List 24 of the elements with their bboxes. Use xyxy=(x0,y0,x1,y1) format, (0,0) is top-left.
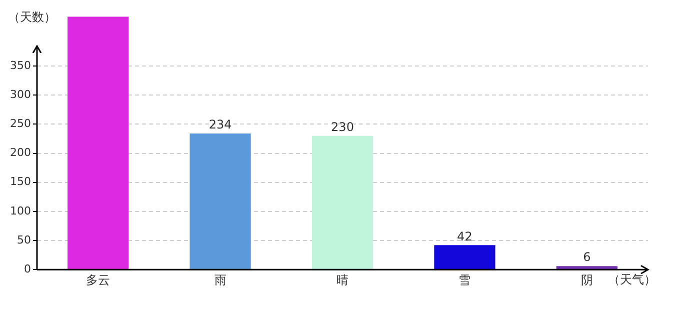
y-tick-label: 150 xyxy=(10,175,31,188)
y-tick-label: 200 xyxy=(10,146,31,160)
y-tick-label: 50 xyxy=(16,233,31,246)
x-axis-title: （天气） xyxy=(608,272,656,287)
x-tick-label: 雪 xyxy=(458,272,471,287)
data-label: 230 xyxy=(331,120,354,134)
x-tick-label: 阴 xyxy=(580,272,593,287)
y-tick-label: 250 xyxy=(10,117,31,130)
y-tick-label: 0 xyxy=(24,262,31,276)
data-label: 6 xyxy=(583,250,591,264)
y-tick-label: 100 xyxy=(10,204,31,218)
y-tick-label: 300 xyxy=(10,88,31,101)
y-tick-label: 350 xyxy=(10,58,31,72)
bar xyxy=(556,266,618,270)
bar xyxy=(190,134,251,270)
data-label: 234 xyxy=(208,118,232,132)
bar xyxy=(434,245,496,270)
bar xyxy=(312,136,374,270)
x-tick-label: 晴 xyxy=(336,272,348,287)
x-tick-label: 多云 xyxy=(86,272,110,287)
bar xyxy=(68,16,129,270)
y-axis-title: （天数） xyxy=(8,10,56,24)
data-label: 42 xyxy=(457,229,472,244)
x-tick-label: 雨 xyxy=(214,272,226,287)
